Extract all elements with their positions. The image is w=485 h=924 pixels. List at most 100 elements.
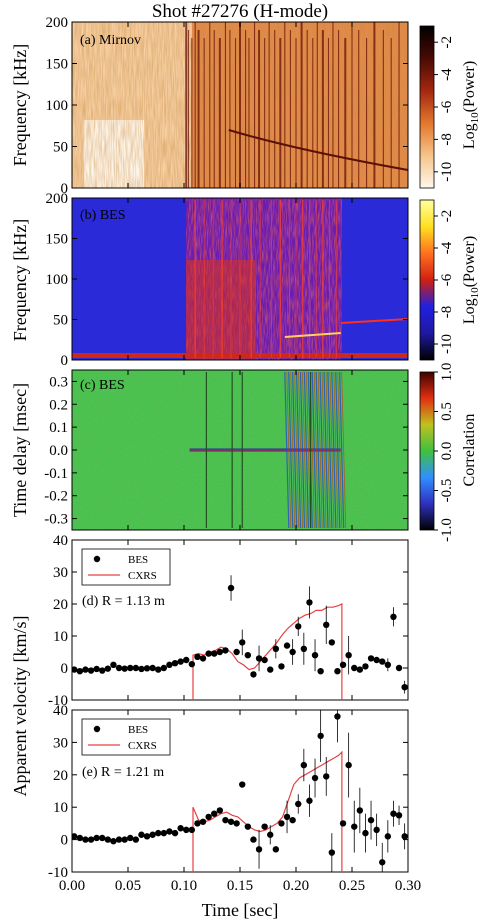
bes-point [379,658,386,665]
bes-point [384,833,392,840]
panel-d-ytick-label: 40 [53,533,68,549]
bes-point [155,829,162,837]
bes-point [87,667,95,674]
bes-point [272,645,280,652]
bes-point [222,816,229,824]
bes-point [149,664,156,672]
panel-b-broadband-turbulence [186,260,256,360]
bes-point [283,813,291,821]
bes-point [255,846,263,853]
figure-title: Shot #27276 (H-mode) [152,1,328,22]
bes-point [205,813,212,821]
panel-c-label: (c) BES [80,378,125,393]
colorbar-tick-label: -0.5 [439,479,455,503]
panel-c-stripe [288,371,294,529]
panel-c-ylabel: Time delay [msec] [10,383,30,517]
bes-point [306,599,313,606]
panel-c-ytick-label: 0.3 [49,374,68,390]
panel-d-legend-box [81,548,171,586]
bes-point [401,684,408,691]
panel-c-ytick-label: -0.3 [44,512,68,528]
bes-point [205,650,212,657]
bes-point [334,668,341,675]
colorbar-c [419,371,435,531]
panel-c-stripe [329,371,335,529]
panel-e-label: (e) R = 1.21 m [82,765,164,780]
xtick-label: 0.00 [59,878,85,894]
panel-d-ytick-label: 30 [53,565,68,581]
panel-c-stripe [313,371,319,529]
bes-point [110,661,117,668]
bes-point [250,671,257,678]
colorbar-tick-label: -8 [439,133,455,146]
bes-point [351,823,358,830]
panel-c-stripe [333,371,339,529]
bes-point [390,810,397,817]
shared-velocity-ylabel: Apparent velocity [km/s] [10,616,30,797]
bes-point [76,834,84,842]
panel-d-legend-marker-bes [93,555,101,563]
bes-point [244,652,252,659]
bes-point [115,836,123,843]
bes-point [323,773,330,780]
bes-point [390,613,397,620]
xtick-label: 0.15 [227,878,253,894]
bes-point [384,661,392,668]
colorbar-tick-label: -6 [439,273,455,286]
bes-point [339,820,347,827]
panel-c-ytick-label: -0.2 [44,489,68,505]
bes-point [211,810,218,817]
colorbar-tick-label: -1.0 [439,518,455,542]
bes-point [395,664,403,672]
panel-d-ytick-label: 10 [53,629,68,645]
bes-point [255,655,263,662]
bes-point [295,623,302,630]
bes-point [334,713,341,720]
panel-e-legend-marker-bes [93,725,101,733]
panel-e-ytick-label: 40 [53,703,68,719]
panel-a-ytick-label: 150 [46,57,69,73]
bes-point [171,660,179,667]
panel-a-label: (a) Mirnov [80,33,141,48]
colorbar-b-label: Log10(Power) [461,236,481,324]
panel-e-ytick-label: -10 [48,865,68,881]
panel-d-velocity: BES CXRS (d) R = 1.13 m -10 0 10 20 30 40 [48,533,409,709]
bes-point [345,652,352,659]
panel-c-stripe [341,371,347,529]
x-axis-label: Time [sec] [202,900,279,920]
bes-point [250,836,257,843]
bes-point [82,666,89,673]
colorbar-tick-label: -10 [439,162,455,182]
panel-b-ytick-label: 0 [61,353,69,369]
bes-point [72,833,78,840]
bes-point [351,664,358,672]
colorbar-tick-label: -6 [439,100,455,113]
panel-b-ylabel: Frequency [kHz] [10,219,30,341]
bes-point [317,732,324,740]
bes-point [367,655,375,662]
panel-c-stripe [315,371,321,529]
bes-point [121,665,128,672]
bes-point [227,818,235,825]
panel-c-stripe [339,371,345,529]
colorbar-tick-label: -2 [439,36,455,49]
colorbar-tick-label: -4 [439,241,455,254]
panel-a-chirp-curve [228,129,408,171]
panel-c-stripe [327,371,333,529]
bes-point [328,849,336,856]
panel-d-ytick-label: 20 [53,597,68,613]
bes-point [171,829,179,837]
bes-point [278,820,285,827]
bes-point [295,800,302,808]
bes-point [93,665,100,673]
bes-point [356,666,364,673]
panel-c-stripe [290,371,296,529]
panel-c-stripe [299,371,306,529]
panel-c-ytick-label: 0.2 [49,397,68,413]
bes-point [216,807,224,814]
bes-point [356,807,364,814]
bes-point [132,836,140,843]
panel-c-stripe [284,371,290,529]
bes-point [239,639,246,646]
